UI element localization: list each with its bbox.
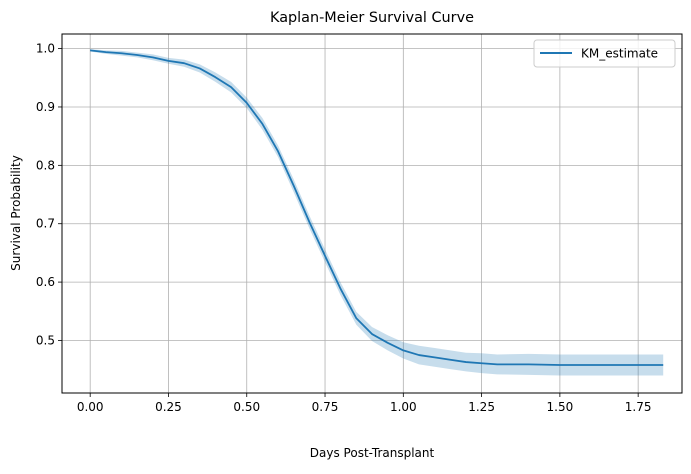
legend-label-km-estimate: KM_estimate (581, 47, 658, 61)
y-tick-label: 0.6 (36, 275, 55, 289)
x-axis-ticks: 0.00 0.25 0.50 0.75 1.00 1.25 1.50 1.75 (77, 393, 652, 414)
x-tick-label: 0.25 (155, 400, 182, 414)
x-tick-label: 1.50 (547, 400, 574, 414)
x-tick-label: 0.75 (312, 400, 339, 414)
y-tick-label: 0.9 (36, 100, 55, 114)
legend: KM_estimate (533, 39, 676, 68)
km-estimate-line (90, 49, 664, 366)
x-tick-label: 1.00 (390, 400, 417, 414)
x-axis-label: Days Post-Transplant (310, 446, 435, 460)
legend-box (533, 39, 676, 68)
y-tick-label: 0.7 (36, 217, 55, 231)
confidence-band (90, 49, 664, 376)
x-tick-label: 0.00 (77, 400, 104, 414)
y-tick-label: 1.0 (36, 42, 55, 56)
y-axis-ticks: 0.5 0.6 0.7 0.8 0.9 1.0 (36, 42, 62, 347)
y-axis-label: Survival Probability (9, 155, 23, 271)
x-tick-label: 0.50 (233, 400, 260, 414)
y-tick-label: 0.5 (36, 333, 55, 347)
x-tick-label: 1.75 (625, 400, 652, 414)
confidence-band-layer (90, 49, 664, 376)
x-tick-label: 1.25 (468, 400, 495, 414)
chart-title: Kaplan-Meier Survival Curve (270, 10, 474, 26)
plot-frame (61, 33, 683, 394)
survival-line-layer (90, 49, 664, 366)
y-tick-label: 0.8 (36, 158, 55, 172)
